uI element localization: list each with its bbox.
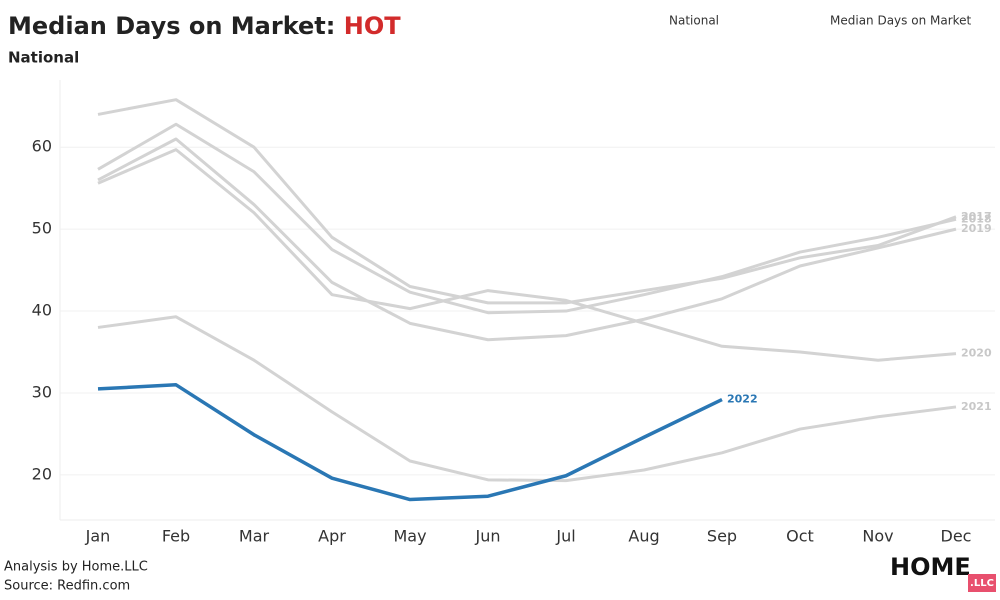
title-text: Median Days on Market: — [8, 12, 335, 40]
x-tick-label: Jun — [475, 527, 501, 546]
x-tick-label: Nov — [862, 527, 893, 546]
logo: HOME — [890, 553, 971, 581]
series-line — [97, 122, 957, 315]
x-tick-label: Apr — [318, 527, 346, 546]
series-line — [97, 383, 723, 502]
title-highlight: HOT — [344, 12, 401, 40]
x-tick-label: Dec — [941, 527, 972, 546]
footer-text: Source: Redfin.com — [4, 579, 130, 594]
filter-label: National — [669, 14, 719, 28]
y-tick-label: 30 — [32, 382, 52, 401]
x-tick-label: Sep — [707, 527, 737, 546]
series-label: 2018 — [961, 212, 992, 225]
y-tick-label: 60 — [32, 137, 52, 156]
y-tick-label: 20 — [32, 464, 52, 483]
filter-label: Median Days on Market — [830, 14, 972, 28]
series-label: 2020 — [961, 347, 992, 360]
series-line — [97, 137, 957, 342]
series-label: 2022 — [727, 393, 758, 406]
logo-badge: .LLC — [970, 578, 994, 589]
x-tick-label: Aug — [628, 527, 659, 546]
x-tick-label: Jan — [85, 527, 111, 546]
logo-badge-bg — [968, 574, 996, 592]
series-line — [97, 98, 957, 305]
series-label: 2019 — [961, 222, 992, 235]
series-line — [97, 315, 957, 483]
y-tick-label: 40 — [32, 301, 52, 320]
footer-text: Analysis by Home.LLC — [4, 560, 148, 575]
series-label: 2017 — [961, 210, 992, 223]
y-tick-label: 50 — [32, 219, 52, 238]
x-tick-label: Feb — [162, 527, 190, 546]
x-tick-label: May — [393, 527, 426, 546]
chart-title: Median Days on Market: HOT — [8, 12, 401, 40]
x-tick-label: Oct — [786, 527, 814, 546]
series-line — [97, 148, 957, 362]
x-tick-label: Mar — [239, 527, 270, 546]
x-tick-label: Jul — [555, 527, 575, 546]
subtitle: National — [8, 49, 79, 67]
series-label: 2021 — [961, 400, 992, 413]
